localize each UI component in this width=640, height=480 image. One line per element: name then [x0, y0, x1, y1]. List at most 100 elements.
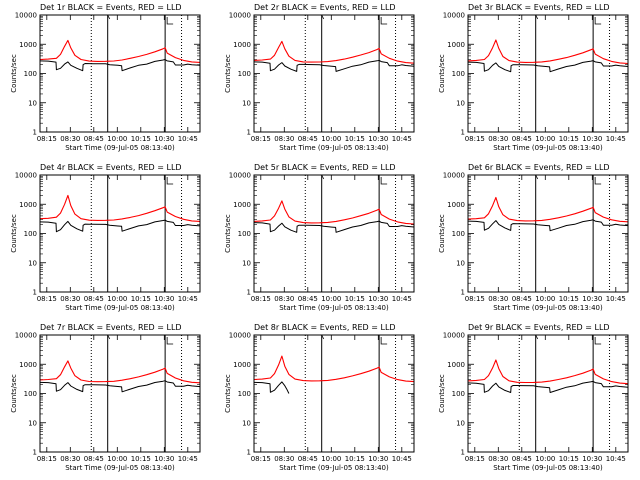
x-axis-label: Start Time (09-Jul-05 08:13:40) [279, 464, 389, 472]
x-tick-label: 08:30 [60, 135, 80, 143]
x-axis-label: Start Time (09-Jul-05 08:13:40) [65, 304, 175, 312]
x-tick-label: 10:00 [535, 455, 555, 463]
start-flag [107, 334, 111, 340]
y-tick-label: 10000 [443, 172, 465, 180]
x-tick-label: 10:30 [582, 455, 602, 463]
y-axis-label: Counts/sec [438, 54, 446, 93]
chart-panel-2: Det 2r BLACK = Events, RED = LLD 1 10 100 10… [224, 3, 415, 152]
series-lld-line [253, 355, 415, 383]
x-axis-label: Start Time (09-Jul-05 08:13:40) [279, 304, 389, 312]
plot-frame [253, 174, 415, 293]
series-events-line [467, 60, 629, 73]
x-tick-label: 08:45 [84, 135, 104, 143]
x-axis-label: Start Time (09-Jul-05 08:13:40) [493, 464, 603, 472]
y-tick-label: 1 [247, 289, 251, 297]
chart-title: Det 9r BLACK = Events, RED = LLD [468, 323, 610, 332]
plot-frame [253, 334, 415, 453]
y-tick-label: 10000 [15, 172, 37, 180]
end-flag [380, 17, 388, 25]
x-axis-label: Start Time (09-Jul-05 08:13:40) [493, 144, 603, 152]
x-tick-label: 08:15 [465, 455, 485, 463]
x-tick-label: 10:15 [559, 135, 579, 143]
y-tick-label: 10 [242, 99, 251, 107]
x-tick-label: 10:45 [606, 135, 626, 143]
plot-frame [467, 334, 629, 453]
x-tick-label: 10:45 [178, 295, 198, 303]
x-tick-label: 10:00 [107, 135, 127, 143]
x-tick-label: 10:15 [345, 295, 365, 303]
end-flag [594, 337, 602, 345]
series-events-line [39, 59, 201, 72]
plot-frame [39, 174, 201, 293]
x-tick-label: 08:15 [37, 135, 57, 143]
x-tick-label: 10:30 [154, 135, 174, 143]
series-lld-line [39, 360, 201, 384]
x-tick-label: 10:15 [559, 295, 579, 303]
start-flag [321, 174, 325, 180]
y-axis-label: Counts/sec [438, 374, 446, 413]
x-tick-label: 08:30 [488, 455, 508, 463]
end-flag [380, 337, 388, 345]
x-tick-label: 10:30 [368, 295, 388, 303]
chart-panel-8: Det 8r BLACK = Events, RED = LLD 1 10 100 10… [224, 323, 415, 472]
plot-frame [467, 14, 629, 133]
x-tick-label: 08:15 [465, 135, 485, 143]
chart-panel-7: Det 7r BLACK = Events, RED = LLD 1 10 100 10… [10, 323, 201, 472]
y-tick-label: 10 [242, 419, 251, 427]
y-tick-label: 10 [242, 259, 251, 267]
series-events-line [467, 219, 629, 232]
y-tick-label: 1000 [19, 201, 37, 209]
x-tick-label: 10:30 [154, 455, 174, 463]
chart-title: Det 5r BLACK = Events, RED = LLD [254, 163, 396, 172]
y-tick-label: 1 [247, 449, 251, 457]
y-tick-label: 10000 [15, 12, 37, 20]
x-tick-label: 08:15 [465, 295, 485, 303]
x-tick-label: 08:15 [251, 135, 271, 143]
chart-panel-4: Det 4r BLACK = Events, RED = LLD 1 10 100 10… [10, 163, 201, 312]
y-tick-label: 100 [238, 390, 251, 398]
y-tick-label: 10000 [443, 332, 465, 340]
y-axis-label: Counts/sec [10, 54, 18, 93]
x-tick-label: 08:30 [274, 295, 294, 303]
x-axis-label: Start Time (09-Jul-05 08:13:40) [65, 144, 175, 152]
y-tick-label: 10 [456, 259, 465, 267]
x-tick-label: 08:30 [60, 455, 80, 463]
start-flag [535, 14, 539, 20]
series-events-line [253, 381, 290, 394]
y-tick-label: 10 [28, 259, 37, 267]
x-axis-label: Start Time (09-Jul-05 08:13:40) [279, 144, 389, 152]
x-tick-label: 08:15 [37, 295, 57, 303]
y-tick-label: 10 [456, 419, 465, 427]
start-flag [535, 174, 539, 180]
series-events-line [39, 380, 201, 393]
y-tick-label: 1000 [19, 41, 37, 49]
x-axis-label: Start Time (09-Jul-05 08:13:40) [493, 304, 603, 312]
y-tick-label: 100 [452, 70, 465, 78]
y-tick-label: 1000 [19, 361, 37, 369]
chart-title: Det 2r BLACK = Events, RED = LLD [254, 3, 396, 12]
start-flag [321, 334, 325, 340]
end-flag [380, 177, 388, 185]
y-axis-label: Counts/sec [10, 374, 18, 413]
end-flag [594, 17, 602, 25]
start-flag [107, 174, 111, 180]
chart-panel-5: Det 5r BLACK = Events, RED = LLD 1 10 100 10… [224, 163, 415, 312]
y-tick-label: 10000 [229, 172, 251, 180]
x-tick-label: 08:45 [84, 455, 104, 463]
y-axis-label: Counts/sec [224, 214, 232, 253]
x-tick-label: 08:15 [37, 455, 57, 463]
chart-panel-3: Det 3r BLACK = Events, RED = LLD 1 10 100 10… [438, 3, 629, 152]
series-lld-line [253, 40, 415, 64]
series-events-line [39, 219, 201, 233]
y-tick-label: 1000 [447, 41, 465, 49]
y-tick-label: 100 [24, 70, 37, 78]
y-axis-label: Counts/sec [224, 54, 232, 93]
x-tick-label: 10:00 [535, 135, 555, 143]
x-tick-label: 08:30 [488, 135, 508, 143]
series-lld-line [253, 200, 415, 225]
chart-title: Det 8r BLACK = Events, RED = LLD [254, 323, 396, 332]
y-tick-label: 10000 [229, 12, 251, 20]
x-tick-label: 10:15 [559, 455, 579, 463]
plot-frame [39, 14, 201, 133]
